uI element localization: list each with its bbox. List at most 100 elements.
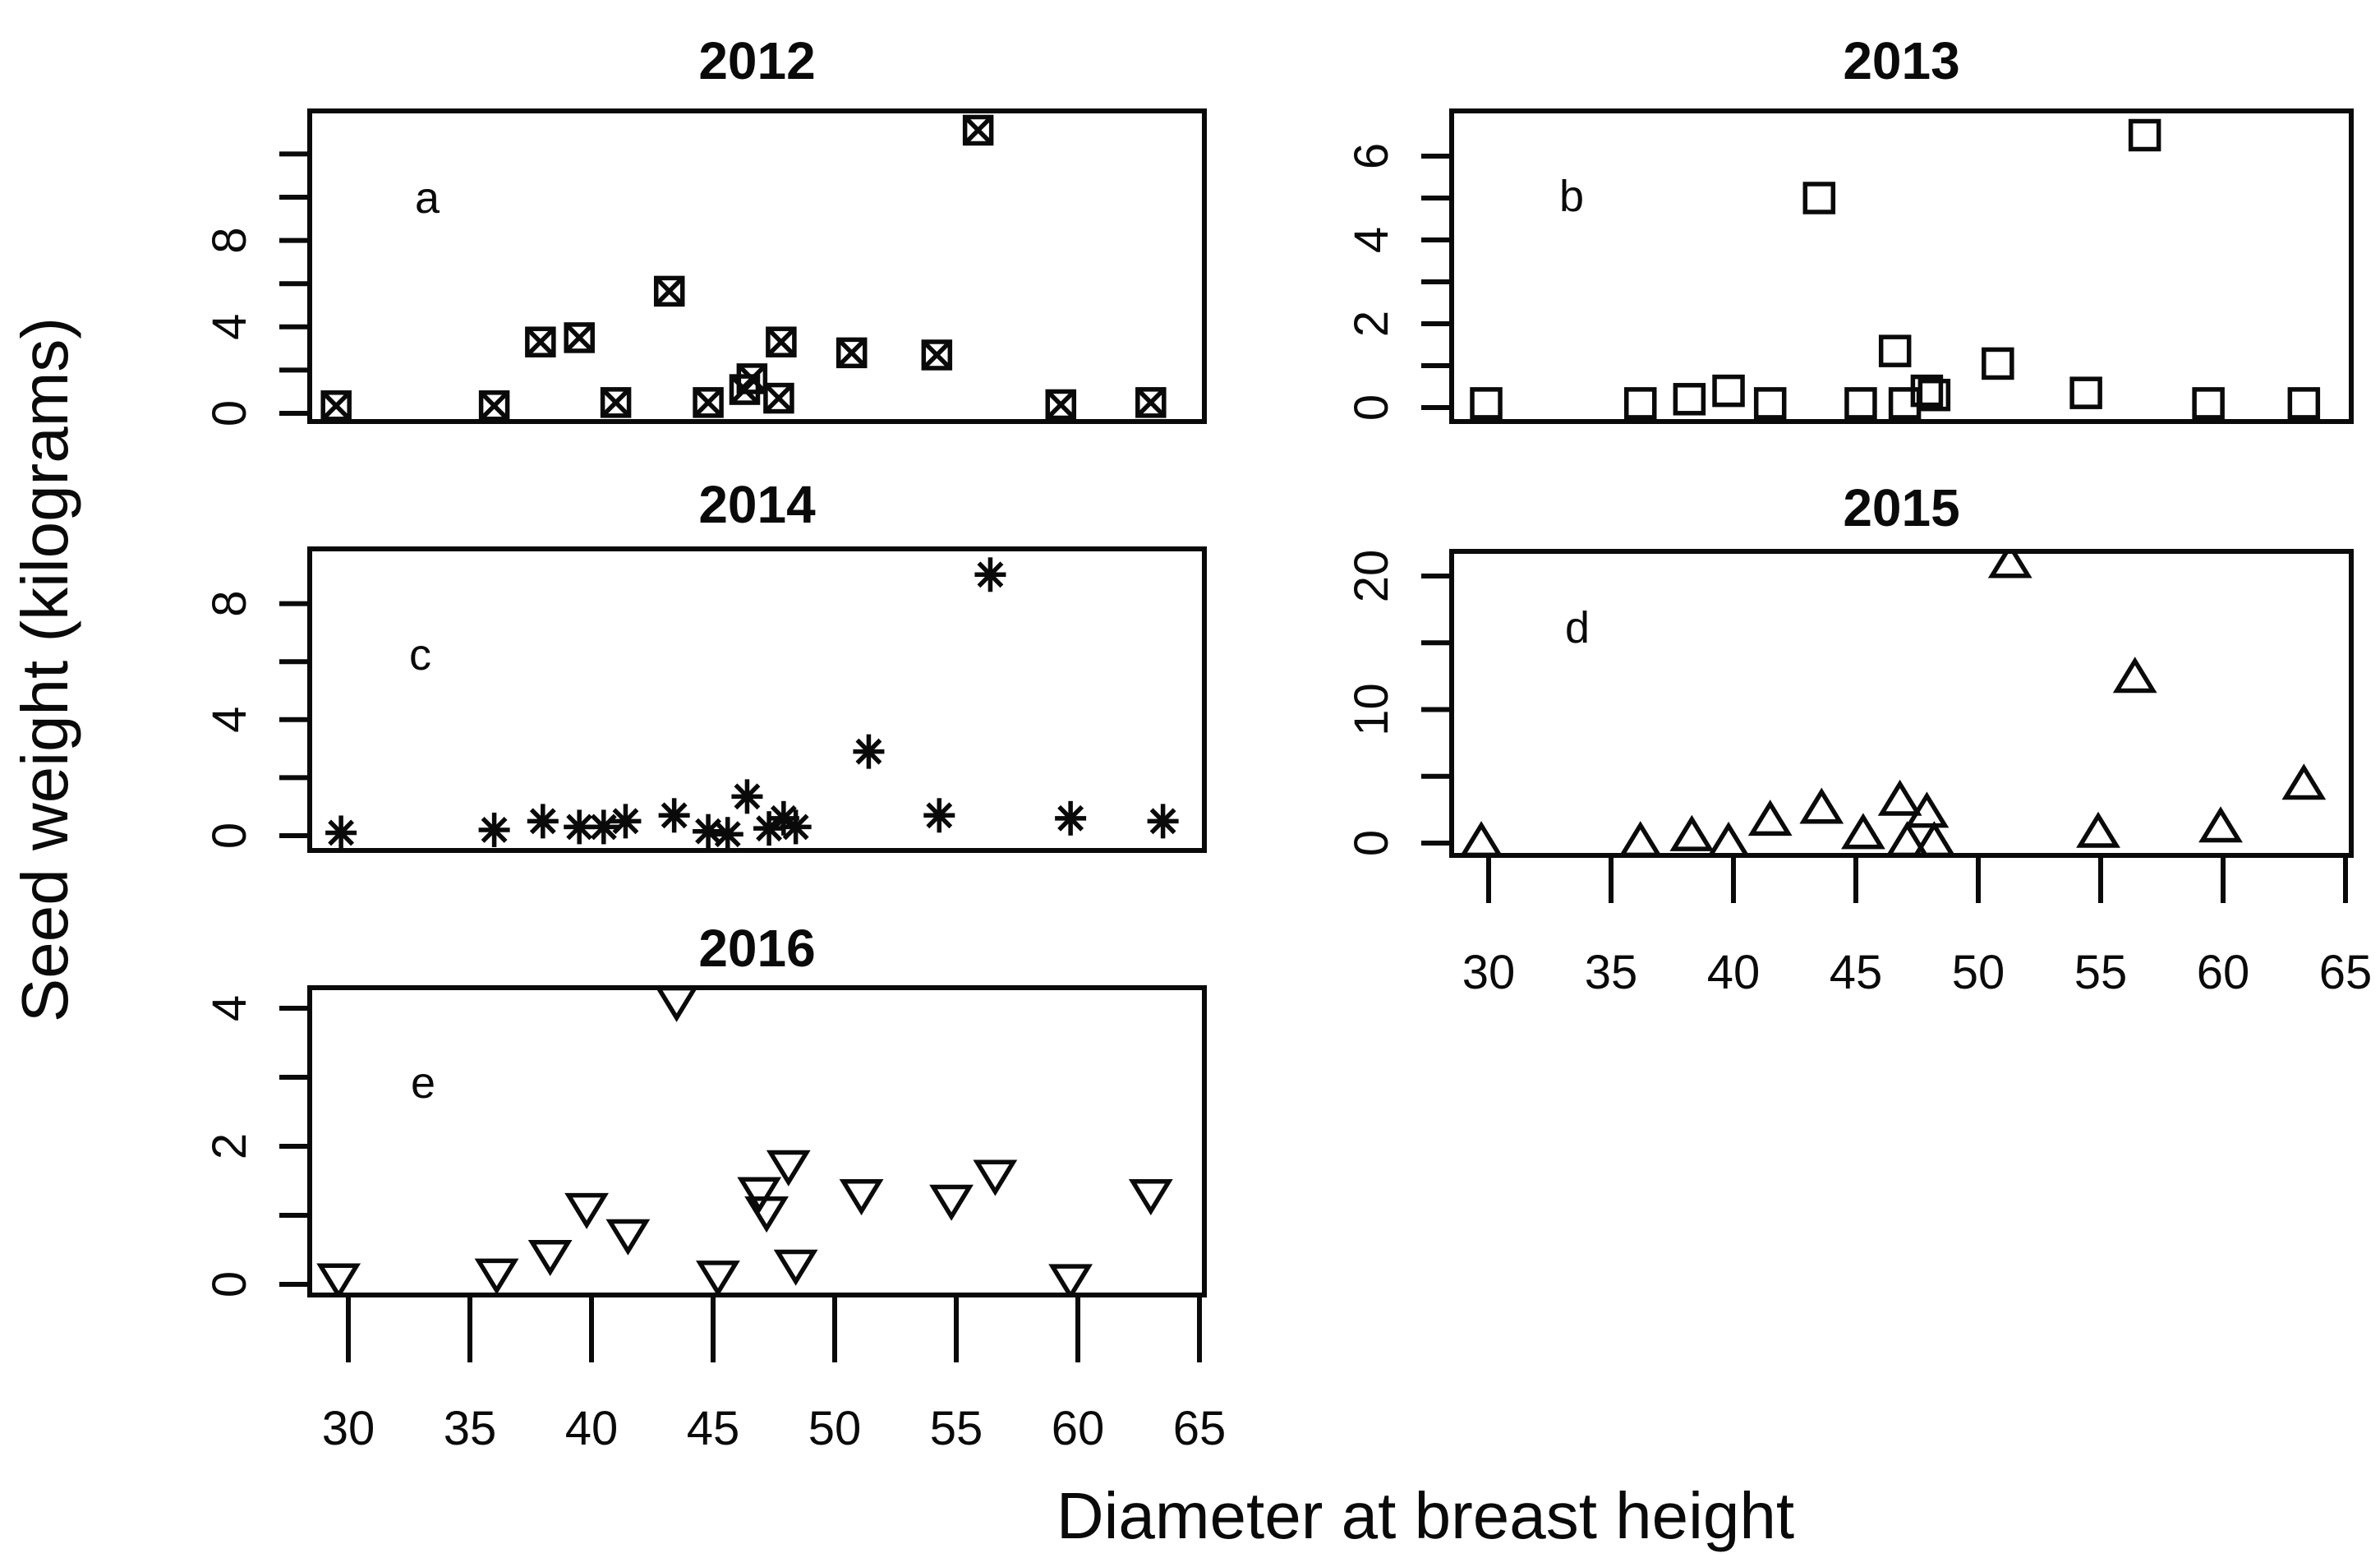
plot-frame <box>1449 549 2354 858</box>
data-point <box>711 817 743 850</box>
data-point <box>1885 821 1929 855</box>
panel-letter-c: c <box>409 630 431 680</box>
x-tick-label: 60 <box>1052 1402 1105 1455</box>
x-tick-label: 35 <box>444 1402 497 1455</box>
data-point <box>2076 811 2120 848</box>
y-tick-label: 2 <box>203 1133 256 1159</box>
y-tick-label: 0 <box>1345 830 1398 856</box>
y-tick-label: 4 <box>203 314 256 340</box>
data-point <box>527 804 559 839</box>
plot-frame <box>307 985 1207 1297</box>
data-point <box>1055 800 1087 836</box>
data-point <box>564 1192 609 1229</box>
data-point <box>1802 182 1836 214</box>
data-point <box>737 1177 782 1214</box>
y-tick-label: 20 <box>1345 550 1398 603</box>
data-point <box>696 1261 740 1295</box>
data-point <box>653 275 685 307</box>
data-point <box>1624 387 1657 420</box>
x-tick-label: 45 <box>1830 946 1883 999</box>
panel-title-2013: 2013 <box>1843 31 1959 90</box>
data-point <box>478 390 510 422</box>
data-point <box>929 1184 974 1221</box>
x-axis-label: Diameter at breast height <box>1056 1479 1794 1552</box>
y-tick-label: 0 <box>203 400 256 426</box>
data-point <box>1844 387 1877 420</box>
data-point <box>1128 1179 1173 1216</box>
data-point <box>2112 657 2157 694</box>
data-point <box>962 114 994 146</box>
data-point <box>973 1159 1018 1196</box>
data-point <box>773 1249 818 1286</box>
y-tick-label: 4 <box>203 707 256 733</box>
data-point <box>1619 821 1662 855</box>
data-point <box>1048 1264 1093 1295</box>
plot-frame <box>1449 108 2354 424</box>
data-point <box>2128 118 2161 152</box>
data-point <box>658 798 690 833</box>
y-tick-label: 8 <box>203 227 256 253</box>
y-tick-label: 0 <box>203 1271 256 1297</box>
data-point <box>1045 389 1077 421</box>
x-tick-label: 30 <box>1462 946 1516 999</box>
y-axis-label: Seed weight (kilograms) <box>8 317 81 1022</box>
data-point <box>1910 374 1944 408</box>
data-point <box>1877 779 1922 816</box>
x-tick-label: 55 <box>930 1402 983 1455</box>
y-tick-label: 0 <box>203 823 256 849</box>
panel-2014: 2014 c 0 4 8 <box>203 475 1207 853</box>
points-2015 <box>1460 551 2327 855</box>
data-point <box>1841 813 1885 850</box>
data-point <box>587 809 619 845</box>
data-point <box>1987 551 2032 578</box>
data-point <box>610 804 642 839</box>
x-tick-label: 60 <box>2197 946 2250 999</box>
data-point <box>1878 334 1912 367</box>
x-tick-label: 55 <box>2074 946 2128 999</box>
panel-2013: 2013 b 0 2 4 6 <box>1345 31 2354 424</box>
data-point <box>656 988 698 1022</box>
panel-letter-d: d <box>1565 603 1590 652</box>
data-point <box>693 387 724 418</box>
data-point <box>1135 387 1167 418</box>
panel-letter-a: a <box>415 173 440 223</box>
panel-2012: 2012 a 0 4 8 <box>203 31 1207 426</box>
x-tick-label: 50 <box>808 1402 862 1455</box>
y-tick-label: 0 <box>1345 394 1398 421</box>
data-point <box>744 1196 789 1233</box>
data-point <box>1147 804 1179 839</box>
points-2014 <box>325 557 1179 850</box>
panel-title-2014: 2014 <box>698 475 816 534</box>
data-point <box>478 812 510 847</box>
data-point <box>600 387 632 418</box>
data-point <box>736 363 768 394</box>
data-point <box>2287 387 2321 420</box>
data-point <box>605 1219 651 1256</box>
data-point <box>1460 821 1503 855</box>
panel-letter-e: e <box>411 1058 435 1108</box>
x-tick-label: 35 <box>1585 946 1638 999</box>
panel-2015: 2015 d 0 10 20 30 35 40 45 50 55 60 65 <box>1345 478 2372 999</box>
data-point <box>474 1258 519 1295</box>
data-point <box>564 322 595 353</box>
panel-title-2015: 2015 <box>1843 478 1959 537</box>
data-point <box>1673 383 1706 416</box>
data-point <box>527 1239 573 1276</box>
x-tick-label: 50 <box>1952 946 2005 999</box>
data-point <box>839 1179 884 1216</box>
y-tick-label: 8 <box>203 590 256 616</box>
data-point <box>1712 374 1745 408</box>
data-point <box>923 798 955 833</box>
x-tick-label: 45 <box>687 1402 740 1455</box>
data-point <box>525 326 556 357</box>
x-tick-label: 40 <box>565 1402 619 1455</box>
data-point <box>766 326 797 357</box>
y-tick-label: 2 <box>1345 311 1398 337</box>
plot-frame <box>307 108 1207 424</box>
data-point <box>320 390 352 422</box>
y-tick-label: 10 <box>1345 683 1398 736</box>
points-2012 <box>320 114 1167 422</box>
data-point <box>1707 821 1750 855</box>
